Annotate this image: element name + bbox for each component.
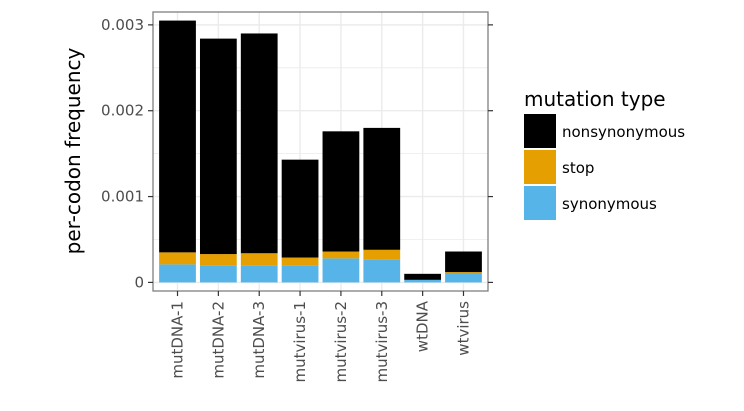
bar-nonsynonymous-mutDNA-3 xyxy=(240,33,278,254)
bar-synonymous-wtDNA xyxy=(404,279,442,283)
bar-stop-mutvirus-1 xyxy=(281,257,319,266)
x-tick-label: mutDNA-1 xyxy=(169,301,187,379)
y-tick-label: 0 xyxy=(134,273,144,291)
legend-label-stop: stop xyxy=(562,159,594,177)
bar-stop-mutvirus-2 xyxy=(322,251,360,259)
bar-synonymous-mutDNA-2 xyxy=(199,265,237,283)
bar-stop-wtvirus xyxy=(445,272,482,273)
y-tick-label: 0.001 xyxy=(101,188,144,206)
bar-stop-mutDNA-2 xyxy=(199,254,237,266)
bar-nonsynonymous-wtDNA xyxy=(404,273,442,280)
legend-title: mutation type xyxy=(524,87,666,111)
x-tick-label: mutvirus-2 xyxy=(332,301,350,383)
bar-nonsynonymous-wtvirus xyxy=(445,251,482,273)
x-tick-label: mutvirus-3 xyxy=(373,301,391,383)
bar-nonsynonymous-mutvirus-3 xyxy=(363,127,401,250)
bar-synonymous-mutvirus-1 xyxy=(281,265,319,283)
bar-nonsynonymous-mutDNA-2 xyxy=(199,38,237,255)
legend-label-synonymous: synonymous xyxy=(562,195,657,213)
legend-swatch-synonymous xyxy=(524,186,556,220)
bar-stop-mutDNA-1 xyxy=(159,252,196,265)
bar-nonsynonymous-mutDNA-1 xyxy=(159,20,196,253)
bar-synonymous-mutvirus-2 xyxy=(322,258,360,283)
bar-stop-mutvirus-3 xyxy=(363,249,401,260)
panel-border xyxy=(152,11,489,292)
legend-label-nonsynonymous: nonsynonymous xyxy=(562,123,685,141)
bar-synonymous-mutvirus-3 xyxy=(363,259,401,283)
x-axis: mutDNA-1 mutDNA-2 mutDNA-3 mutvirus-1 mutvir… xyxy=(169,291,472,383)
legend: mutation type nonsynonymous stop synonymou… xyxy=(524,87,685,220)
x-tick-label: wtDNA xyxy=(414,300,432,352)
legend-swatch-stop xyxy=(524,150,556,184)
x-tick-label: mutDNA-3 xyxy=(250,301,268,379)
bars xyxy=(159,20,482,283)
x-tick-label: mutvirus-1 xyxy=(291,301,309,383)
legend-swatch-nonsynonymous xyxy=(524,114,556,148)
x-tick-label: wtvirus xyxy=(454,301,472,356)
y-tick-label: 0.003 xyxy=(101,16,144,34)
bar-stop-mutDNA-3 xyxy=(240,253,278,266)
y-axis: 0 0.001 0.002 0.003 xyxy=(101,16,493,291)
y-axis-title: per-codon frequency xyxy=(61,48,85,255)
bar-synonymous-mutDNA-3 xyxy=(240,265,278,283)
bar-synonymous-wtvirus xyxy=(445,272,482,283)
bar-synonymous-mutDNA-1 xyxy=(159,264,196,283)
bar-nonsynonymous-mutvirus-2 xyxy=(322,131,360,252)
y-tick-label: 0.002 xyxy=(101,102,144,120)
bar-nonsynonymous-mutvirus-1 xyxy=(281,159,319,258)
x-tick-label: mutDNA-2 xyxy=(209,301,227,379)
